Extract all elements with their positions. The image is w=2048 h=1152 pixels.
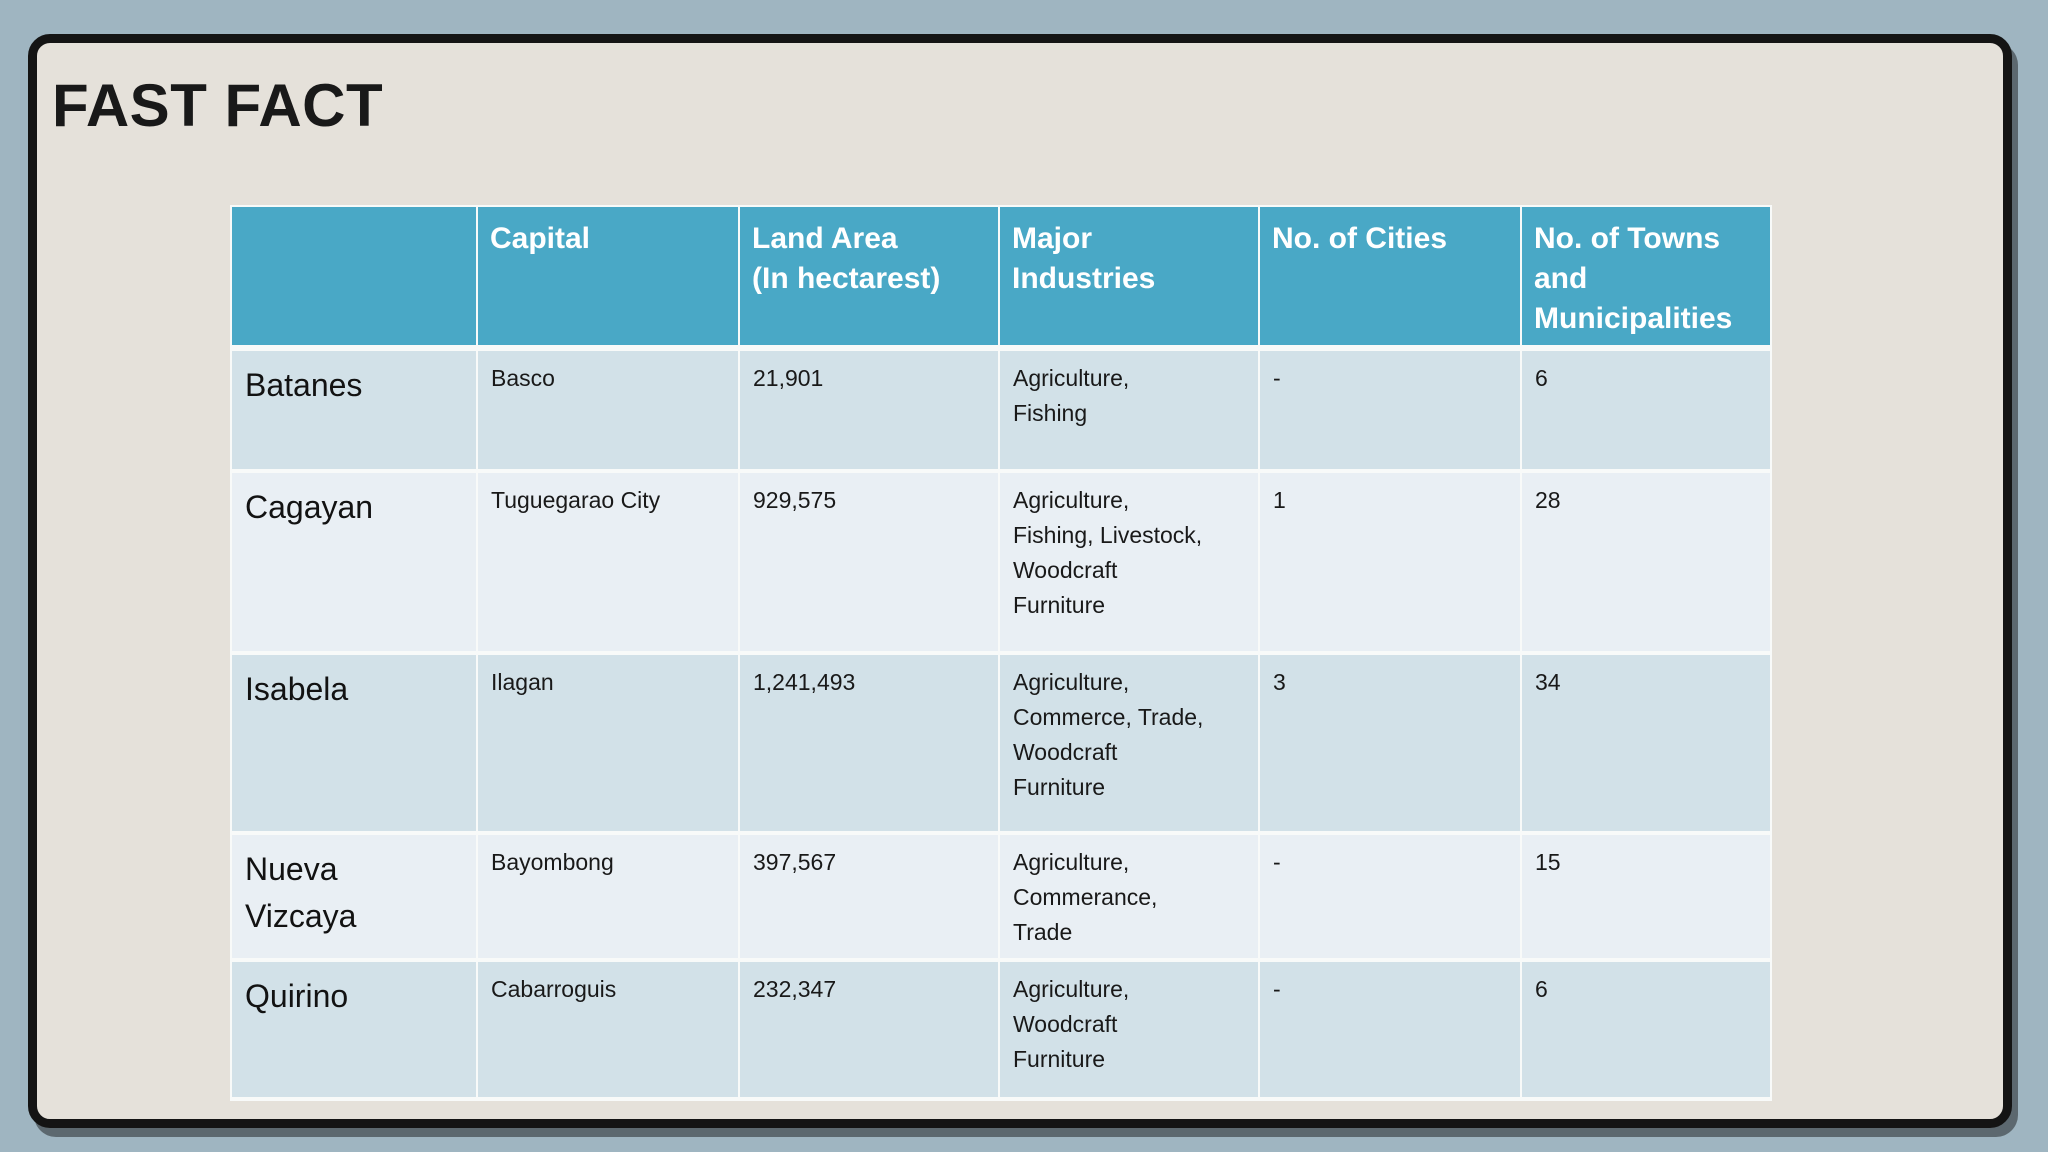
cell-province: Isabela (230, 655, 478, 835)
cell-province: Cagayan (230, 473, 478, 655)
cell-industries: Agriculture, Woodcraft Furniture (1000, 962, 1260, 1101)
cell-capital: Tuguegarao City (478, 473, 740, 655)
cell-cities: - (1260, 962, 1522, 1101)
cell-capital: Basco (478, 351, 740, 473)
slide-title: FAST FACT (52, 72, 384, 139)
cell-land_area: 929,575 (740, 473, 1000, 655)
cell-cities: - (1260, 351, 1522, 473)
slide-card: FAST FACT Capital Land Area (In hectarest… (28, 34, 2012, 1128)
table-row: Isabela Ilagan 1,241,493 Agriculture, Comme… (230, 655, 1772, 835)
fast-fact-table: Capital Land Area (In hectarest) Major Ind… (230, 205, 1772, 1101)
cell-industries: Agriculture, Fishing (1000, 351, 1260, 473)
cell-capital: Cabarroguis (478, 962, 740, 1101)
column-header-cities: No. of Cities (1260, 205, 1522, 351)
cell-towns: 34 (1522, 655, 1772, 835)
cell-province: Nueva Vizcaya (230, 835, 478, 962)
cell-cities: 3 (1260, 655, 1522, 835)
column-header-province (230, 205, 478, 351)
table-row: Nueva Vizcaya Bayombong 397,567 Agriculture… (230, 835, 1772, 962)
table-row: Quirino Cabarroguis 232,347 Agriculture, Wo… (230, 962, 1772, 1101)
cell-capital: Bayombong (478, 835, 740, 962)
cell-industries: Agriculture, Fishing, Livestock, Woodcra… (1000, 473, 1260, 655)
cell-land_area: 397,567 (740, 835, 1000, 962)
column-header-industries: Major Industries (1000, 205, 1260, 351)
column-header-land_area: Land Area (In hectarest) (740, 205, 1000, 351)
table-row: Cagayan Tuguegarao City 929,575 Agriculture… (230, 473, 1772, 655)
cell-towns: 28 (1522, 473, 1772, 655)
cell-capital: Ilagan (478, 655, 740, 835)
cell-land_area: 21,901 (740, 351, 1000, 473)
cell-cities: - (1260, 835, 1522, 962)
cell-towns: 6 (1522, 351, 1772, 473)
cell-towns: 15 (1522, 835, 1772, 962)
column-header-capital: Capital (478, 205, 740, 351)
cell-land_area: 232,347 (740, 962, 1000, 1101)
cell-province: Quirino (230, 962, 478, 1101)
cell-towns: 6 (1522, 962, 1772, 1101)
cell-industries: Agriculture, Commerance, Trade (1000, 835, 1260, 962)
table-header-row: Capital Land Area (In hectarest) Major Ind… (230, 205, 1772, 351)
cell-land_area: 1,241,493 (740, 655, 1000, 835)
cell-industries: Agriculture, Commerce, Trade, Woodcraft … (1000, 655, 1260, 835)
cell-province: Batanes (230, 351, 478, 473)
fast-fact-table-container: Capital Land Area (In hectarest) Major Ind… (230, 205, 1772, 1101)
table-row: Batanes Basco 21,901 Agriculture, Fishing -6 (230, 351, 1772, 473)
cell-cities: 1 (1260, 473, 1522, 655)
column-header-towns: No. of Towns and Municipalities (1522, 205, 1772, 351)
